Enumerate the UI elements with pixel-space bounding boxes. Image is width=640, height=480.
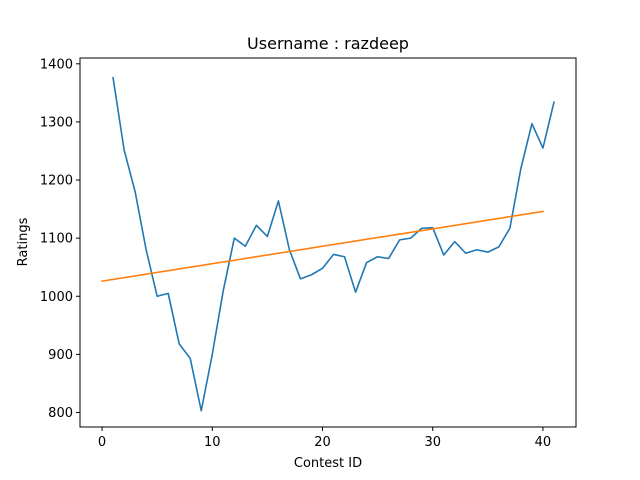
plot-frame — [79, 57, 577, 428]
plot-area — [101, 76, 555, 412]
x-tick-label-10: 10 — [204, 435, 221, 450]
series-line-1 — [101, 210, 544, 283]
y-tick-label-1200: 1200 — [40, 174, 73, 189]
y-tick-label-1300: 1300 — [40, 115, 73, 130]
y-axis-label: Ratings — [16, 217, 31, 266]
y-tick-label-1100: 1100 — [40, 232, 73, 247]
y-tick-label-1000: 1000 — [40, 290, 73, 305]
x-tick-label-20: 20 — [314, 435, 331, 450]
y-tick-label-1400: 1400 — [40, 57, 73, 72]
x-tick-label-40: 40 — [535, 435, 552, 450]
y-tick-label-800: 800 — [48, 406, 73, 421]
chart-title: Username : razdeep — [247, 34, 409, 53]
series-1 — [101, 210, 544, 283]
x-tick-label-0: 0 — [98, 435, 106, 450]
series-0 — [112, 76, 555, 412]
x-tick-label-30: 30 — [424, 435, 441, 450]
y-axis: 800 900 1000 1100 1200 1300 1400 — [40, 57, 80, 421]
x-axis: 0 10 20 30 40 — [98, 427, 551, 450]
x-axis-label: Contest ID — [294, 456, 362, 471]
series-line-0 — [112, 76, 555, 412]
y-tick-label-900: 900 — [48, 348, 73, 363]
